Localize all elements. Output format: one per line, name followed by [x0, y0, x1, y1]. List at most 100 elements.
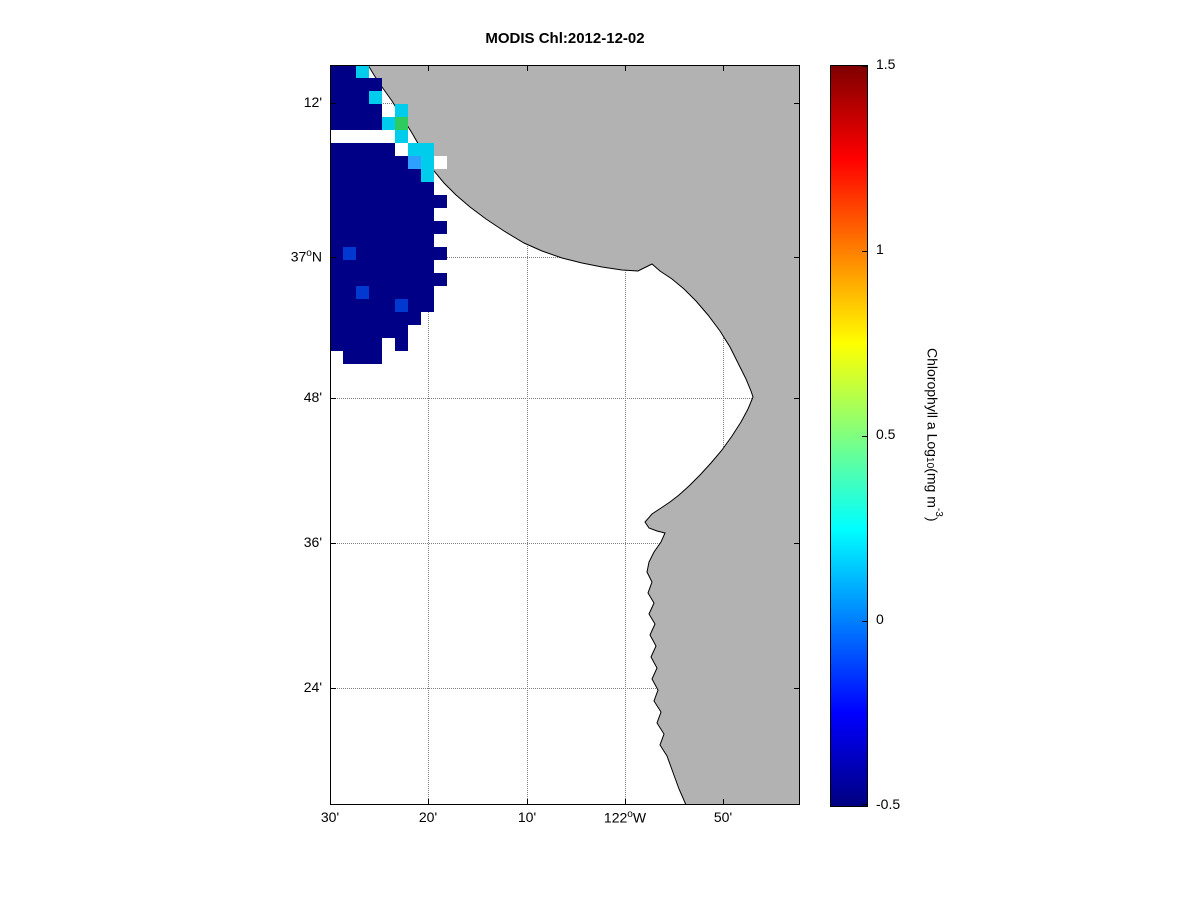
chlorophyll-pixel [421, 143, 434, 156]
chlorophyll-pixel [395, 221, 408, 234]
chlorophyll-pixel [330, 91, 343, 104]
chlorophyll-pixel [330, 182, 343, 195]
chlorophyll-pixel [421, 299, 434, 312]
land-layer [367, 65, 800, 805]
chlorophyll-pixel [356, 104, 369, 117]
chlorophyll-pixel-layer [330, 65, 800, 805]
chlorophyll-pixel [382, 299, 395, 312]
california-coastline-landmass [367, 65, 800, 805]
chlorophyll-pixel [356, 182, 369, 195]
chlorophyll-pixel [382, 143, 395, 156]
chlorophyll-pixel [408, 286, 421, 299]
chlorophyll-pixel [395, 182, 408, 195]
chlorophyll-pixel [343, 221, 356, 234]
x-tick-mark [428, 65, 429, 71]
chlorophyll-pixel [395, 169, 408, 182]
chlorophyll-pixel [395, 195, 408, 208]
chlorophyll-pixel [369, 169, 382, 182]
chlorophyll-pixel [369, 325, 382, 338]
x-tick-label: 10' [517, 809, 537, 825]
y-tick-mark [794, 543, 800, 544]
chlorophyll-pixel [395, 104, 408, 117]
chlorophyll-pixel [356, 78, 369, 91]
chlorophyll-pixel [421, 221, 434, 234]
y-tick-label: 37oN [290, 248, 322, 265]
chlorophyll-pixel [434, 273, 447, 286]
chlorophyll-pixel [356, 260, 369, 273]
chlorophyll-pixel [330, 117, 343, 130]
chlorophyll-pixel [421, 273, 434, 286]
y-tick-mark [794, 103, 800, 104]
chlorophyll-pixel [356, 143, 369, 156]
y-gridline [330, 543, 800, 544]
chlorophyll-pixel [421, 234, 434, 247]
chlorophyll-pixel [421, 156, 434, 169]
chlorophyll-pixel [356, 156, 369, 169]
chlorophyll-pixel [408, 143, 421, 156]
chlorophyll-pixel [421, 286, 434, 299]
chlorophyll-pixel [395, 130, 408, 143]
chlorophyll-pixel [369, 104, 382, 117]
x-tick-label: 122oW [603, 809, 647, 826]
y-tick-label: 36' [303, 534, 322, 550]
chlorophyll-pixel [343, 299, 356, 312]
chlorophyll-pixel [382, 117, 395, 130]
chlorophyll-pixel [421, 208, 434, 221]
chlorophyll-pixel [369, 195, 382, 208]
chlorophyll-pixel [330, 247, 343, 260]
chlorophyll-pixel [395, 325, 408, 338]
chlorophyll-pixel [330, 286, 343, 299]
colorbar-axis-label-text: Chlorophyll a Log10(mg m-3) [923, 348, 945, 522]
chlorophyll-pixel [343, 273, 356, 286]
chlorophyll-pixel [408, 312, 421, 325]
chlorophyll-pixel [343, 286, 356, 299]
chlorophyll-pixel [369, 273, 382, 286]
x-tick-mark [625, 65, 626, 71]
chlorophyll-pixel [408, 195, 421, 208]
chlorophyll-pixel [408, 169, 421, 182]
chlorophyll-pixel [356, 195, 369, 208]
chlorophyll-pixel [408, 221, 421, 234]
chlorophyll-pixel [330, 221, 343, 234]
chlorophyll-pixel [343, 182, 356, 195]
chlorophyll-pixel [408, 247, 421, 260]
chlorophyll-pixel [408, 299, 421, 312]
colorbar-axis-label: Chlorophyll a Log10(mg m-3) [920, 65, 948, 805]
chlorophyll-pixel [369, 234, 382, 247]
chlorophyll-pixel [356, 208, 369, 221]
chlorophyll-pixel [343, 351, 356, 364]
chlorophyll-pixel [330, 208, 343, 221]
chlorophyll-pixel [382, 156, 395, 169]
y-tick-mark [794, 688, 800, 689]
chlorophyll-pixel [330, 273, 343, 286]
chlorophyll-pixel [330, 338, 343, 351]
y-tick-mark [330, 257, 336, 258]
chlorophyll-pixel [395, 286, 408, 299]
x-tick-mark [723, 65, 724, 71]
chlorophyll-pixel [369, 260, 382, 273]
x-tick-mark [723, 799, 724, 805]
colorbar-tick-label: 1 [876, 241, 884, 257]
chlorophyll-pixel [343, 247, 356, 260]
chlorophyll-pixel [343, 117, 356, 130]
plot-title: MODIS Chl:2012-12-02 [485, 30, 645, 47]
chlorophyll-pixel [343, 143, 356, 156]
chlorophyll-pixel [343, 104, 356, 117]
chlorophyll-pixel [343, 195, 356, 208]
chlorophyll-pixel [369, 182, 382, 195]
x-tick-label: 50' [713, 809, 733, 825]
chlorophyll-pixel [382, 260, 395, 273]
chlorophyll-pixel [395, 156, 408, 169]
y-tick-label: 12' [303, 94, 322, 110]
chlorophyll-pixel [330, 65, 343, 78]
chlorophyll-pixel [382, 234, 395, 247]
x-gridline [428, 65, 429, 805]
chlorophyll-pixel [382, 273, 395, 286]
chlorophyll-pixel [408, 260, 421, 273]
chlorophyll-pixel [395, 299, 408, 312]
chlorophyll-pixel [382, 286, 395, 299]
chlorophyll-pixel [421, 195, 434, 208]
chlorophyll-pixel [382, 325, 395, 338]
chlorophyll-pixel [330, 78, 343, 91]
